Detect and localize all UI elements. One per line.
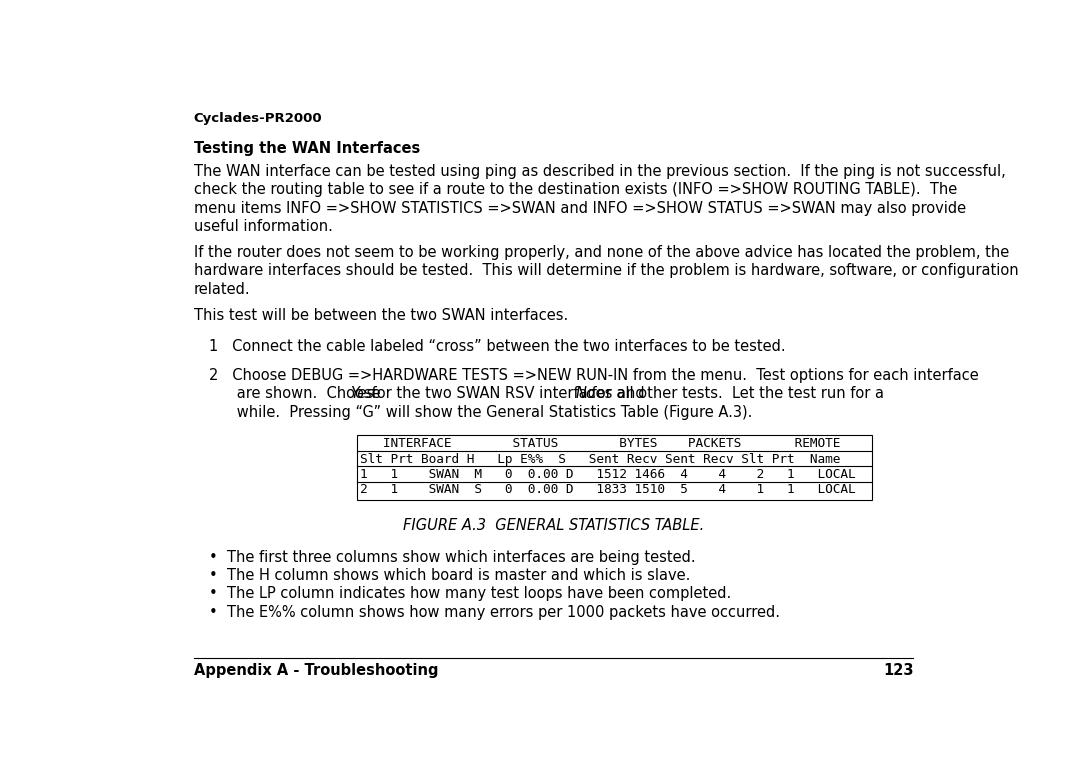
Text: related.: related. xyxy=(193,282,251,296)
Text: Yes: Yes xyxy=(350,387,374,401)
Text: while.  Pressing “G” will show the General Statistics Table (Figure A.3).: while. Pressing “G” will show the Genera… xyxy=(208,405,752,419)
Text: This test will be between the two SWAN interfaces.: This test will be between the two SWAN i… xyxy=(193,308,568,323)
Text: for all other tests.  Let the test run for a: for all other tests. Let the test run fo… xyxy=(588,387,885,401)
Text: Slt Prt Board H   Lp E%%  S   Sent Recv Sent Recv Slt Prt  Name: Slt Prt Board H Lp E%% S Sent Recv Sent … xyxy=(360,453,840,466)
Text: 2   Choose DEBUG =>HARDWARE TESTS =>NEW RUN-IN from the menu.  Test options for : 2 Choose DEBUG =>HARDWARE TESTS =>NEW RU… xyxy=(208,368,978,384)
Text: FIGURE A.3  GENERAL STATISTICS TABLE.: FIGURE A.3 GENERAL STATISTICS TABLE. xyxy=(403,517,704,533)
Text: menu items INFO =>SHOW STATISTICS =>SWAN and INFO =>SHOW STATUS =>SWAN may also : menu items INFO =>SHOW STATISTICS =>SWAN… xyxy=(193,200,966,215)
Text: 123: 123 xyxy=(883,663,914,678)
Text: •  The first three columns show which interfaces are being tested.: • The first three columns show which int… xyxy=(208,550,696,565)
FancyBboxPatch shape xyxy=(356,435,872,500)
Text: check the routing table to see if a route to the destination exists (INFO =>SHOW: check the routing table to see if a rout… xyxy=(193,183,957,197)
Text: The WAN interface can be tested using ping as described in the previous section.: The WAN interface can be tested using pi… xyxy=(193,164,1005,179)
Text: for the two SWAN RSV interfaces and: for the two SWAN RSV interfaces and xyxy=(367,387,649,401)
Text: 2   1    SWAN  S   0  0.00 D   1833 1510  5    4    1   1   LOCAL: 2 1 SWAN S 0 0.00 D 1833 1510 5 4 1 1 LO… xyxy=(360,484,855,497)
Text: useful information.: useful information. xyxy=(193,219,333,234)
Text: If the router does not seem to be working properly, and none of the above advice: If the router does not seem to be workin… xyxy=(193,245,1009,261)
Text: 1   1    SWAN  M   0  0.00 D   1512 1466  4    4    2   1   LOCAL: 1 1 SWAN M 0 0.00 D 1512 1466 4 4 2 1 LO… xyxy=(360,468,855,481)
Text: Cyclades-PR2000: Cyclades-PR2000 xyxy=(193,112,322,125)
Text: hardware interfaces should be tested.  This will determine if the problem is har: hardware interfaces should be tested. Th… xyxy=(193,264,1018,278)
Text: Testing the WAN Interfaces: Testing the WAN Interfaces xyxy=(193,141,420,156)
Text: •  The E%% column shows how many errors per 1000 packets have occurred.: • The E%% column shows how many errors p… xyxy=(208,604,780,620)
Text: •  The H column shows which board is master and which is slave.: • The H column shows which board is mast… xyxy=(208,568,690,583)
Text: are shown.  Choose: are shown. Choose xyxy=(208,387,384,401)
Text: •  The LP column indicates how many test loops have been completed.: • The LP column indicates how many test … xyxy=(208,587,731,601)
Text: Appendix A - Troubleshooting: Appendix A - Troubleshooting xyxy=(193,663,438,678)
Text: No: No xyxy=(576,387,596,401)
Text: INTERFACE        STATUS        BYTES    PACKETS       REMOTE: INTERFACE STATUS BYTES PACKETS REMOTE xyxy=(360,437,840,450)
Text: 1   Connect the cable labeled “cross” between the two interfaces to be tested.: 1 Connect the cable labeled “cross” betw… xyxy=(208,338,785,354)
